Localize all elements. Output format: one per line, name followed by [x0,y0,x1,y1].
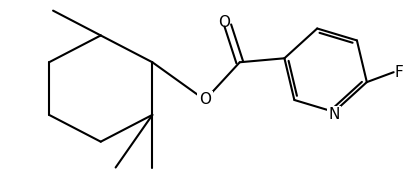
Text: N: N [328,107,340,122]
Text: F: F [394,65,403,80]
Text: O: O [199,93,211,107]
Text: O: O [218,15,230,30]
